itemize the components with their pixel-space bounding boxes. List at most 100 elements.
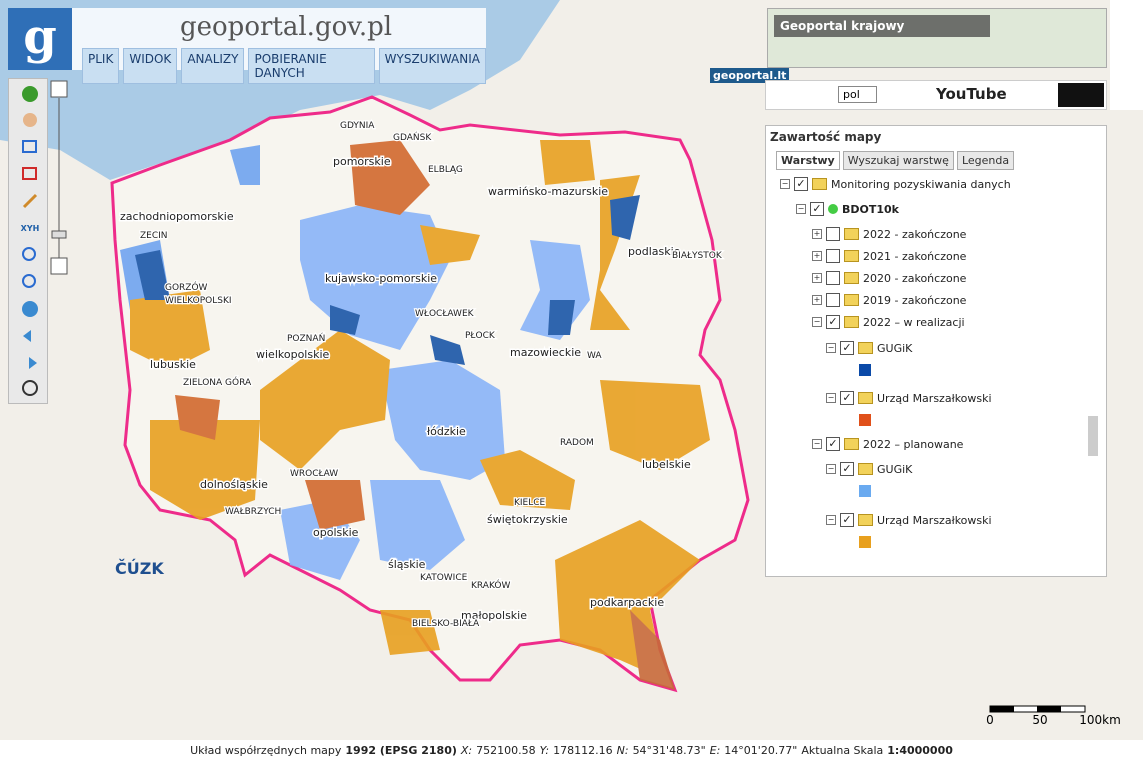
checkbox[interactable] [826, 249, 840, 263]
tree-row[interactable]: − ✓ 2022 – w realizacji [812, 312, 965, 332]
tree-row[interactable]: − ✓ Urząd Marszałkowski [826, 388, 992, 408]
checkbox[interactable] [826, 271, 840, 285]
tree-row[interactable]: − ✓ GUGiK [826, 338, 912, 358]
tab[interactable]: Wyszukaj warstwę [842, 151, 954, 170]
city-label: RADOM [560, 438, 594, 448]
full-extent-tool[interactable] [21, 300, 39, 318]
area-gugik-progress [610, 195, 640, 240]
checkbox[interactable]: ✓ [840, 341, 854, 355]
status-text: X: [460, 743, 473, 757]
checkbox[interactable] [826, 227, 840, 241]
tree-row[interactable]: − ✓ BDOT10k [796, 199, 899, 219]
scrollbar-thumb[interactable] [1088, 416, 1098, 456]
checkbox[interactable]: ✓ [826, 315, 840, 329]
collapse[interactable]: − [796, 204, 806, 214]
tree-row[interactable]: +2019 - zakończone [812, 290, 966, 310]
checkbox[interactable]: ✓ [840, 513, 854, 527]
folder-icon [844, 228, 859, 240]
tree-row[interactable]: − ✓ Urząd Marszałkowski [826, 510, 992, 530]
expand[interactable]: + [812, 229, 822, 239]
scale-label: 50 [1032, 713, 1047, 727]
back-tool[interactable] [21, 327, 39, 345]
side-buttons [1110, 0, 1143, 110]
expand[interactable]: + [812, 295, 822, 305]
draw-tool[interactable] [21, 192, 39, 210]
collapse[interactable]: − [812, 439, 822, 449]
checkbox[interactable] [826, 293, 840, 307]
logo-text[interactable]: geoportal.gov.pl [180, 12, 393, 42]
collapse[interactable]: − [826, 515, 836, 525]
area-marshal-progress [630, 610, 675, 690]
zoom-out-tool[interactable] [21, 273, 39, 291]
city-label: GORZÓW [165, 281, 208, 293]
layer-label: BDOT10k [842, 202, 899, 216]
reset-tool[interactable] [21, 379, 39, 397]
accessibility-button[interactable] [1058, 83, 1104, 107]
zoom-slider[interactable] [50, 80, 70, 278]
area-marshal-progress [350, 140, 430, 215]
checkbox[interactable]: ✓ [840, 391, 854, 405]
menu-item[interactable]: ANALIZY [181, 48, 245, 84]
checkbox[interactable]: ✓ [794, 177, 808, 191]
youtube-link[interactable]: YouTube [936, 85, 1007, 103]
tree-row[interactable]: +2021 - zakończone [812, 246, 966, 266]
menu-item[interactable]: POBIERANIE DANYCH [248, 48, 375, 84]
area-planned-marshal [420, 225, 480, 265]
collapse[interactable]: − [812, 317, 822, 327]
zoom-plus[interactable] [50, 80, 68, 98]
area-planned-marshal [555, 520, 700, 680]
scale-label: 100km [1079, 713, 1121, 727]
area-planned-marshal [260, 330, 390, 470]
status-value: 1:4000000 [887, 743, 953, 757]
area-planned-marshal [600, 380, 710, 470]
zoom-box-tool[interactable] [21, 138, 39, 156]
menu-item[interactable]: PLIK [82, 48, 120, 84]
menu-item[interactable]: WYSZUKIWANIA [378, 48, 486, 84]
info-tool[interactable] [21, 85, 39, 103]
menu-item[interactable]: WIDOK [123, 48, 178, 84]
expand[interactable]: + [812, 273, 822, 283]
overview-title: Geoportal krajowy [774, 15, 990, 37]
language-select[interactable]: pol [838, 86, 877, 103]
collapse[interactable]: − [826, 393, 836, 403]
checkbox[interactable]: ✓ [810, 202, 824, 216]
city-label: PŁOCK [465, 331, 496, 341]
zoom-in-tool[interactable] [21, 246, 39, 264]
tab[interactable]: Warstwy [776, 151, 840, 170]
panel-tabs: Warstwy Wyszukaj warstwę Legenda [776, 151, 1015, 170]
region-label: świętokrzyskie [487, 513, 568, 526]
xyh-tool[interactable]: XYH [20, 223, 40, 233]
city-label: ZIELONA GÓRA [183, 376, 252, 388]
zoom-handle[interactable] [51, 230, 67, 239]
collapse[interactable]: − [780, 179, 790, 189]
checkbox[interactable]: ✓ [840, 462, 854, 476]
expand[interactable]: + [812, 251, 822, 261]
tree-row[interactable]: − ✓ GUGiK [826, 459, 912, 479]
zoom-minus[interactable] [50, 257, 68, 275]
region-label: kujawsko-pomorskie [325, 272, 437, 285]
cuzk-logo[interactable]: ČÚZK [115, 559, 164, 578]
legend-swatch [859, 364, 871, 376]
tree-row[interactable]: − ✓ 2022 – planowane [812, 434, 963, 454]
tree-row[interactable]: − ✓ Monitoring pozyskiwania danych [780, 174, 1011, 194]
collapse[interactable]: − [826, 464, 836, 474]
pan-tool[interactable] [21, 111, 39, 129]
city-label: KATOWICE [420, 573, 468, 583]
tree-row[interactable]: +2022 - zakończone [812, 224, 966, 244]
tab[interactable]: Legenda [956, 151, 1015, 170]
zoom-out-box-tool[interactable] [21, 165, 39, 183]
region-label: pomorskie [333, 155, 391, 168]
overview-map[interactable]: Geoportal krajowy [767, 8, 1107, 68]
folder-icon [812, 178, 827, 190]
logo-icon[interactable]: g [8, 8, 72, 70]
forward-tool[interactable] [21, 354, 39, 372]
layer-label: 2022 – planowane [863, 437, 964, 451]
checkbox[interactable]: ✓ [826, 437, 840, 451]
folder-icon [844, 294, 859, 306]
scale-bar: 0 50 100km [986, 705, 1121, 727]
tree-row[interactable]: +2020 - zakończone [812, 268, 966, 288]
collapse[interactable]: − [826, 343, 836, 353]
lt-logo[interactable]: geoportal.lt [710, 68, 790, 83]
area-planned-marshal [590, 175, 640, 330]
city-label: GDAŃSK [393, 131, 432, 143]
